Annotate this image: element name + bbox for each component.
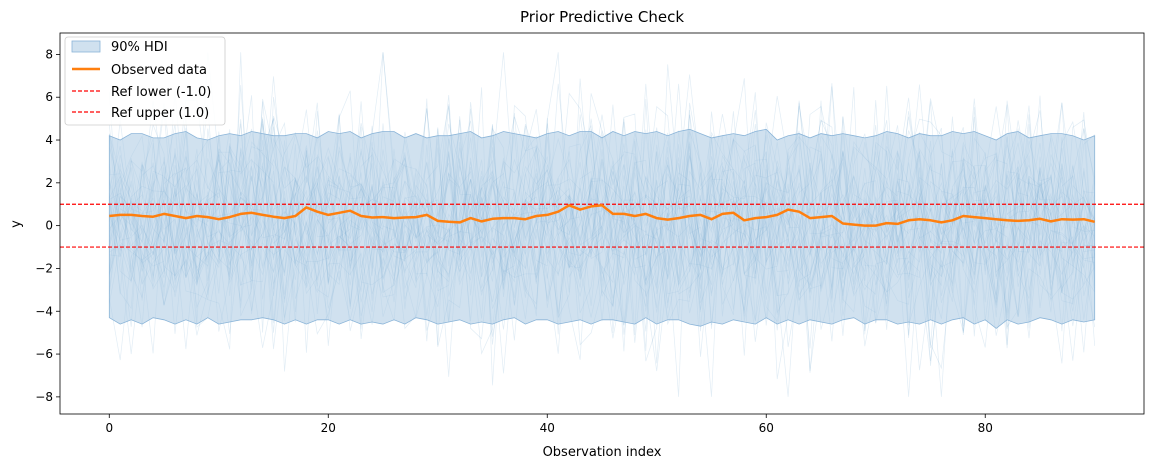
y-tick-label: −4: [35, 304, 53, 318]
x-tick-label: 20: [321, 421, 336, 435]
y-tick-label: −6: [35, 347, 53, 361]
legend: 90% HDI Observed data Ref lower (-1.0) R…: [64, 36, 226, 126]
observed-data-line: [109, 204, 1095, 227]
legend-box: [64, 36, 226, 126]
y-tick-label: 0: [45, 219, 53, 233]
y-tick-label: 2: [45, 176, 53, 190]
y-axis-ticks: −8 −6 −4 −2 0 2 4 6 8: [35, 47, 60, 404]
observed-line-group: [109, 204, 1095, 227]
x-tick-label: 40: [540, 421, 555, 435]
x-tick-label: 0: [105, 421, 113, 435]
y-tick-label: 8: [45, 47, 53, 61]
legend-ref-lower-label: Ref lower (-1.0): [111, 85, 211, 100]
hdi-band: [108, 128, 1096, 329]
chart-title: Prior Predictive Check: [520, 8, 684, 26]
y-axis-label: y: [9, 220, 24, 228]
x-tick-label: 60: [759, 421, 774, 435]
y-tick-label: −2: [35, 261, 53, 275]
x-axis-ticks: 0 20 40 60 80: [105, 414, 993, 435]
legend-hdi-label: 90% HDI: [111, 40, 168, 55]
y-tick-label: 6: [45, 90, 53, 104]
plot-frame: [59, 32, 1145, 415]
y-tick-label: 4: [45, 133, 53, 147]
hdi-band-group: [108, 128, 1096, 329]
y-tick-label: −8: [35, 390, 53, 404]
legend-observed-label: Observed data: [111, 63, 207, 78]
x-axis-label: Observation index: [543, 445, 662, 460]
legend-hdi-swatch: [71, 40, 101, 53]
legend-ref-upper-label: Ref upper (1.0): [111, 106, 209, 121]
x-tick-label: 80: [978, 421, 993, 435]
